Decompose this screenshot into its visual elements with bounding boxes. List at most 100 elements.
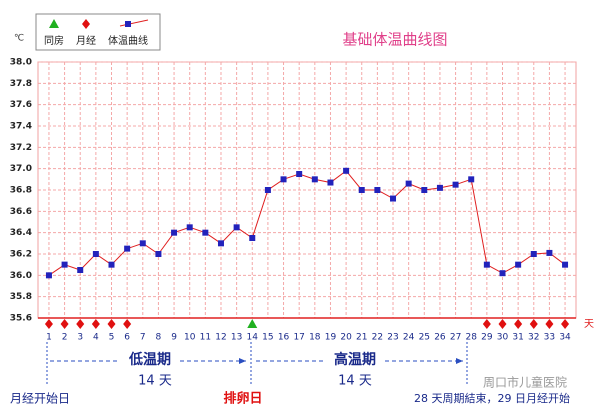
day-marker [529, 319, 538, 329]
x-tick-label: 1 [46, 333, 52, 343]
x-tick-label: 5 [109, 333, 115, 343]
y-tick-label: 37.8 [10, 79, 32, 89]
day-marker [498, 319, 507, 329]
plot-area [37, 61, 577, 319]
annotation: 低温期 [128, 351, 171, 368]
x-tick-label: 10 [184, 333, 196, 343]
annotation: 排卵日 [223, 391, 262, 407]
point [77, 267, 84, 273]
legend-line [119, 19, 149, 27]
y-tick-label: 35.8 [10, 292, 32, 302]
x-tick-label: 9 [171, 333, 177, 343]
x-tick-label: 17 [293, 333, 304, 343]
x-tick-label: 4 [93, 333, 99, 343]
point [358, 187, 365, 193]
point [530, 251, 537, 257]
day-marker [545, 319, 554, 329]
x-tick-label: 29 [481, 333, 493, 343]
point [217, 240, 224, 247]
point [186, 224, 193, 231]
y-tick-label: 36.0 [10, 271, 32, 281]
y-tick-label: 38.0 [10, 58, 32, 68]
point [327, 179, 334, 186]
day-marker [44, 319, 53, 329]
day-marker [107, 319, 116, 329]
annotation: 14 天 [338, 374, 372, 389]
x-tick-label: 25 [419, 333, 430, 343]
point [296, 171, 303, 177]
legend-marker [82, 19, 90, 29]
point [546, 249, 553, 256]
legend-label: 同房 [44, 34, 64, 47]
point [108, 261, 115, 268]
point [139, 240, 146, 247]
annotations: 低温期 14 天 高温期 14 天 周口市儿童医院 月经开始日 排卵日 28 天… [10, 342, 570, 407]
line [48, 170, 566, 276]
point [45, 272, 52, 279]
y-tick-label: 37.4 [10, 122, 32, 132]
y-tick-label: 36.4 [10, 228, 32, 238]
legend-marker [49, 19, 59, 28]
x-tick-label: 30 [497, 333, 509, 343]
legend-label: 体温曲线 [108, 34, 148, 47]
point [92, 251, 99, 257]
day-marker [482, 319, 491, 329]
watermark: 周口市儿童医院 [483, 375, 567, 390]
y-tick-label: 36.8 [10, 186, 32, 196]
x-tick-label: 16 [278, 333, 290, 343]
day-marker [123, 319, 132, 329]
point [343, 167, 350, 174]
x-tick-label: 3 [77, 333, 83, 343]
y-tick-label: 36.6 [10, 207, 32, 217]
annotation: 28 天周期結束，29 日月经开始 [414, 391, 570, 405]
x-tick-label: 31 [512, 333, 523, 343]
annotation: 高温期 [334, 351, 376, 368]
point [202, 229, 209, 236]
chart-title: 基础体温曲线图 [342, 31, 447, 49]
day-marker [91, 319, 100, 329]
legend-marker [125, 21, 131, 27]
arrow-head [239, 358, 246, 364]
x-unit: 天 [584, 319, 594, 330]
arrow-head [456, 358, 463, 364]
day-marker [60, 319, 69, 329]
x-tick-label: 28 [465, 333, 477, 343]
point [468, 176, 475, 183]
y-tick-label: 37.0 [10, 164, 32, 174]
point [436, 184, 443, 191]
day-marker [76, 319, 85, 329]
point [374, 187, 381, 193]
x-tick-label: 21 [356, 333, 367, 343]
x-tick-label: 13 [231, 333, 242, 343]
point [405, 180, 412, 187]
point [499, 270, 506, 277]
x-tick-label: 23 [387, 333, 398, 343]
x-tick-label: 15 [262, 333, 273, 343]
day-marker [514, 319, 523, 329]
point [155, 251, 162, 257]
day-marker [561, 319, 570, 329]
x-tick-label: 32 [528, 333, 539, 343]
y-tick-label: 36.2 [10, 250, 32, 260]
legend: 同房 月经 体温曲线 [44, 19, 149, 47]
point [515, 261, 522, 268]
x-tick-label: 26 [434, 333, 446, 343]
y-unit: ℃ [14, 34, 24, 44]
x-tick-label: 14 [247, 333, 259, 343]
point [562, 261, 569, 268]
point [233, 224, 240, 231]
point [249, 235, 256, 241]
x-tick-label: 22 [372, 333, 383, 343]
x-tick-label: 2 [62, 333, 68, 343]
annotation: 14 天 [138, 374, 172, 389]
point [264, 187, 271, 193]
annotation: 月经开始日 [10, 392, 70, 406]
x-tick-label: 34 [559, 333, 571, 343]
point [483, 261, 490, 268]
y-tick-label: 35.6 [10, 314, 32, 324]
x-tick-label: 11 [200, 333, 211, 343]
x-tick-label: 8 [156, 333, 162, 343]
x-tick-label: 27 [450, 333, 461, 343]
point [452, 181, 459, 188]
